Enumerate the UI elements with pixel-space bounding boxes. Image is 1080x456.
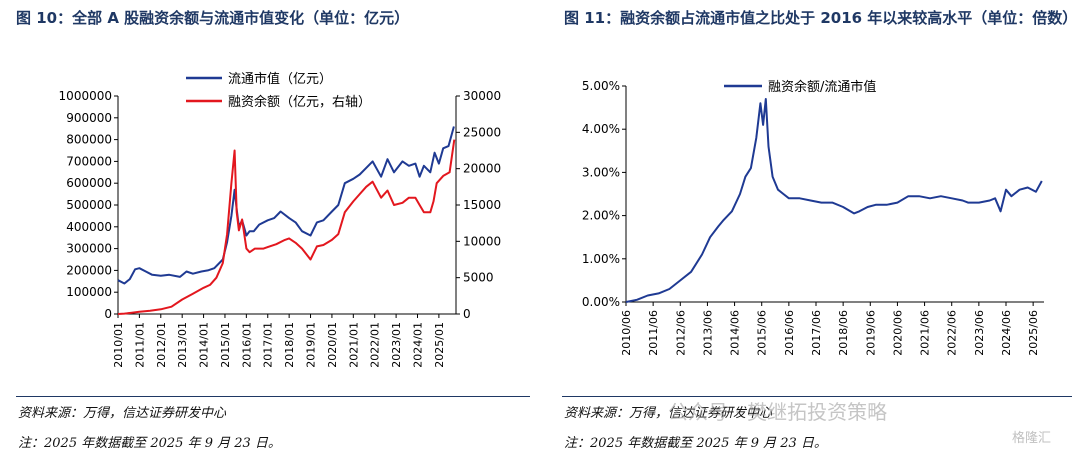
x-tick-label: 2021/01 bbox=[347, 322, 360, 368]
y-tick-label: 4.00% bbox=[582, 122, 620, 136]
margin-balance-line bbox=[117, 139, 456, 315]
x-tick-label: 2020/06 bbox=[891, 310, 904, 356]
x-tick-label: 2024/06 bbox=[1000, 310, 1013, 356]
right-divider bbox=[562, 396, 1072, 397]
x-tick-label: 2019/01 bbox=[305, 322, 318, 368]
left-y-tick-label: 500000 bbox=[66, 198, 112, 212]
legend-label: 融资余额/流通市值 bbox=[768, 79, 876, 95]
left-y-tick-label: 600000 bbox=[66, 176, 112, 190]
y-tick-label: 3.00% bbox=[582, 165, 620, 179]
left-y-tick-label: 1000000 bbox=[59, 89, 112, 103]
y-tick-label: 2.00% bbox=[582, 209, 620, 223]
x-tick-label: 2017/01 bbox=[262, 322, 275, 368]
x-tick-label: 2013/01 bbox=[176, 322, 189, 368]
x-tick-label: 2022/01 bbox=[369, 322, 382, 368]
x-tick-label: 2024/01 bbox=[411, 322, 424, 368]
x-tick-label: 2016/06 bbox=[783, 310, 796, 356]
left-y-tick-label: 700000 bbox=[66, 154, 112, 168]
x-tick-label: 2022/06 bbox=[946, 310, 959, 356]
left-y-tick-label: 200000 bbox=[66, 263, 112, 277]
ratio-line bbox=[625, 98, 1043, 303]
x-tick-label: 2011/01 bbox=[133, 322, 146, 368]
right-y-tick-label: 0 bbox=[463, 307, 471, 321]
x-tick-label: 2010/06 bbox=[620, 310, 633, 356]
left-source: 资料来源：万得，信达证券研发中心 bbox=[18, 406, 227, 421]
market-cap-line bbox=[117, 126, 455, 285]
left-chart: 0100000200000300000400000500000600000700… bbox=[59, 71, 502, 368]
x-tick-label: 2015/01 bbox=[219, 322, 232, 368]
right-y-tick-label: 15000 bbox=[463, 198, 501, 212]
right-y-tick-label: 10000 bbox=[463, 234, 501, 248]
x-tick-label: 2014/01 bbox=[198, 322, 211, 368]
x-tick-label: 2020/01 bbox=[326, 322, 339, 368]
left-note: 注：2025 年数据截至 2025 年 9 月 23 日。 bbox=[18, 436, 281, 451]
left-y-tick-label: 900000 bbox=[66, 111, 112, 125]
left-y-tick-label: 800000 bbox=[66, 133, 112, 147]
right-y-tick-label: 30000 bbox=[463, 89, 501, 103]
right-chart: 0.00% 1.00% 2.00% 3.00% 4.00% 5.00% 2010/06 201… bbox=[582, 79, 1044, 356]
right-note: 注：2025 年数据截至 2025 年 9 月 23 日。 bbox=[564, 436, 827, 451]
x-tick-label: 2016/01 bbox=[240, 322, 253, 368]
x-tick-label: 2018/06 bbox=[837, 310, 850, 356]
x-tick-label: 2023/01 bbox=[390, 322, 403, 368]
right-y-tick-label: 5000 bbox=[463, 271, 494, 285]
left-figure-title: 图 10：全部 A 股融资余额与流通市值变化（单位：亿元） bbox=[16, 9, 410, 27]
left-divider bbox=[16, 396, 530, 397]
x-tick-label: 2018/01 bbox=[283, 322, 296, 368]
x-tick-label: 2014/06 bbox=[729, 310, 742, 356]
right-y-tick-label: 20000 bbox=[463, 162, 501, 176]
legend-label: 融资余额（亿元，右轴） bbox=[228, 94, 371, 110]
legend-label: 流通市值（亿元） bbox=[228, 71, 332, 87]
x-tick-label: 2023/06 bbox=[973, 310, 986, 356]
x-tick-label: 2012/06 bbox=[674, 310, 687, 356]
right-source: 资料来源：万得，信达证券研发中心 bbox=[564, 406, 773, 421]
x-tick-label: 2012/01 bbox=[155, 322, 168, 368]
watermark-brand: 格隆汇 bbox=[1012, 431, 1052, 446]
y-tick-label: 5.00% bbox=[582, 79, 620, 93]
right-figure-title: 图 11：融资余额占流通市值之比处于 2016 年以来较高水平（单位：倍数） bbox=[564, 9, 1078, 27]
right-y-tick-label: 25000 bbox=[463, 125, 501, 139]
x-tick-label: 2019/06 bbox=[864, 310, 877, 356]
x-tick-label: 2025/01 bbox=[433, 322, 446, 368]
x-tick-label: 2017/06 bbox=[810, 310, 823, 356]
right-figure: 图 11：融资余额占流通市值之比处于 2016 年以来较高水平（单位：倍数） 0… bbox=[548, 0, 1080, 456]
left-y-tick-label: 0 bbox=[104, 307, 112, 321]
x-tick-label: 2021/06 bbox=[919, 310, 932, 356]
x-tick-label: 2013/06 bbox=[701, 310, 714, 356]
y-tick-label: 1.00% bbox=[582, 252, 620, 266]
x-tick-label: 2010/01 bbox=[112, 322, 125, 368]
x-tick-label: 2015/06 bbox=[756, 310, 769, 356]
left-y-tick-label: 400000 bbox=[66, 220, 112, 234]
x-tick-label: 2025/06 bbox=[1027, 310, 1040, 356]
left-y-tick-label: 100000 bbox=[66, 285, 112, 299]
y-tick-label: 0.00% bbox=[582, 295, 620, 309]
left-y-tick-label: 300000 bbox=[66, 242, 112, 256]
left-figure: 图 10：全部 A 股融资余额与流通市值变化（单位：亿元） 0 100000 200… bbox=[16, 9, 530, 451]
x-tick-label: 2011/06 bbox=[647, 310, 660, 356]
